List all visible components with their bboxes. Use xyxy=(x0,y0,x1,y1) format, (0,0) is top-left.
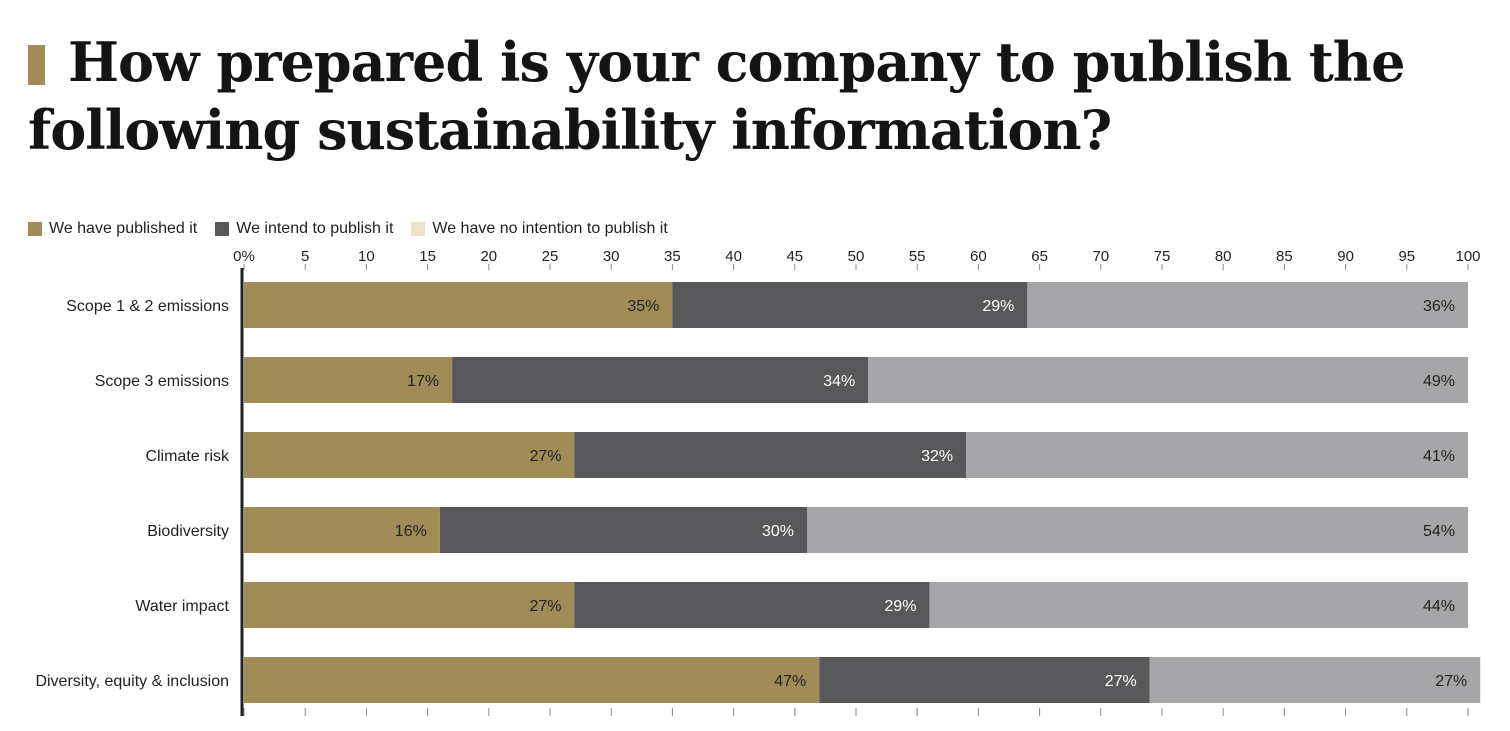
bar-segment xyxy=(929,582,1468,628)
bar-value-label: 34% xyxy=(823,373,855,390)
bar-segment xyxy=(452,357,869,403)
bar-segment xyxy=(819,657,1150,703)
bar-value-label: 47% xyxy=(774,673,806,690)
chart-title: How prepared is your company to publish … xyxy=(28,30,1405,162)
legend-swatch-no-intention xyxy=(411,222,426,236)
x-tick-label: 0% xyxy=(233,248,255,265)
bar-row: 27% 32% 41% xyxy=(244,432,1468,478)
bar-value-label: 44% xyxy=(1423,598,1455,615)
bar-segment xyxy=(439,507,808,553)
x-tick-label: 40 xyxy=(725,248,742,265)
bar-segment xyxy=(244,282,673,328)
legend-label-published: We have published it xyxy=(49,220,198,237)
x-tick-label: 60 xyxy=(970,248,987,265)
bar-segment xyxy=(574,582,930,628)
bar-value-label: 54% xyxy=(1423,523,1455,540)
category-label: Climate risk xyxy=(145,448,230,465)
bar-segment xyxy=(244,357,453,403)
bar-segment xyxy=(807,507,1468,553)
bar-row: 35% 29% 36% xyxy=(244,282,1468,328)
x-tick-label: 100 xyxy=(1455,248,1480,265)
x-tick-label: 75 xyxy=(1154,248,1171,265)
bar-value-label: 36% xyxy=(1423,298,1455,315)
x-axis-ticks: 0% 5 10 15 20 25 30 35 40 45 50 55 60 65 70 75 80 85 90 95 1… xyxy=(233,248,1481,716)
bar-value-label: 27% xyxy=(1105,673,1137,690)
bar-row: 47% 27% 27% xyxy=(244,657,1481,703)
legend-item-intend: We intend to publish it xyxy=(215,220,393,238)
x-tick-label: 90 xyxy=(1337,248,1354,265)
bar-value-label: 27% xyxy=(1435,673,1467,690)
x-tick-label: 45 xyxy=(786,248,803,265)
legend-label-no-intention: We have no intention to publish it xyxy=(432,220,668,237)
bar-segment xyxy=(868,357,1468,403)
bar-segment xyxy=(244,582,575,628)
bar-segment xyxy=(672,282,1028,328)
bar-segment xyxy=(244,432,575,478)
x-tick-label: 10 xyxy=(358,248,375,265)
bar-value-label: 29% xyxy=(884,598,916,615)
bar-value-label: 32% xyxy=(921,448,953,465)
x-tick-label: 65 xyxy=(1031,248,1048,265)
category-label: Scope 1 & 2 emissions xyxy=(66,298,229,315)
bar-segment xyxy=(574,432,967,478)
x-tick-label: 70 xyxy=(1092,248,1109,265)
bar-value-label: 30% xyxy=(762,523,794,540)
x-tick-label: 30 xyxy=(603,248,620,265)
x-tick-label: 95 xyxy=(1398,248,1415,265)
x-tick-label: 80 xyxy=(1215,248,1232,265)
legend-item-no-intention: We have no intention to publish it xyxy=(411,220,668,238)
bars: 35% 29% 36%17% 34% 49%27% 32% 41%16% 30% 54%27% 2… xyxy=(244,282,1481,703)
bar-value-label: 41% xyxy=(1423,448,1455,465)
category-label: Scope 3 emissions xyxy=(95,373,229,390)
bar-segment xyxy=(1149,657,1481,703)
x-tick-label: 5 xyxy=(301,248,309,265)
bar-row: 17% 34% 49% xyxy=(244,357,1468,403)
bar-row: 16% 30% 54% xyxy=(244,507,1468,553)
bar-segment xyxy=(244,657,820,703)
legend-item-published: We have published it xyxy=(28,220,197,238)
x-tick-label: 35 xyxy=(664,248,681,265)
category-labels: Scope 1 & 2 emissions Scope 3 emissions Cl… xyxy=(35,298,230,690)
x-tick-label: 50 xyxy=(848,248,865,265)
bar-value-label: 17% xyxy=(407,373,439,390)
title-accent-bar xyxy=(28,45,45,85)
category-label: Water impact xyxy=(135,598,229,615)
legend-label-intend: We intend to publish it xyxy=(236,220,394,237)
bar-segment xyxy=(244,507,440,553)
bar-value-label: 49% xyxy=(1423,373,1455,390)
bar-value-label: 27% xyxy=(529,598,561,615)
bar-row: 27% 29% 44% xyxy=(244,582,1468,628)
x-tick-label: 85 xyxy=(1276,248,1293,265)
x-tick-label: 25 xyxy=(542,248,559,265)
legend: We have published it We intend to publis… xyxy=(28,218,686,240)
category-label: Biodiversity xyxy=(147,523,229,540)
bar-value-label: 35% xyxy=(627,298,659,315)
bar-segment xyxy=(1027,282,1468,328)
legend-swatch-intend xyxy=(215,222,230,236)
x-tick-label: 55 xyxy=(909,248,926,265)
x-tick-label: 15 xyxy=(419,248,436,265)
category-label: Diversity, equity & inclusion xyxy=(35,673,229,690)
x-tick-label: 20 xyxy=(480,248,497,265)
bar-value-label: 27% xyxy=(529,448,561,465)
bar-value-label: 16% xyxy=(395,523,427,540)
bar-segment xyxy=(966,432,1468,478)
bar-value-label: 29% xyxy=(982,298,1014,315)
legend-swatch-published xyxy=(28,222,42,236)
